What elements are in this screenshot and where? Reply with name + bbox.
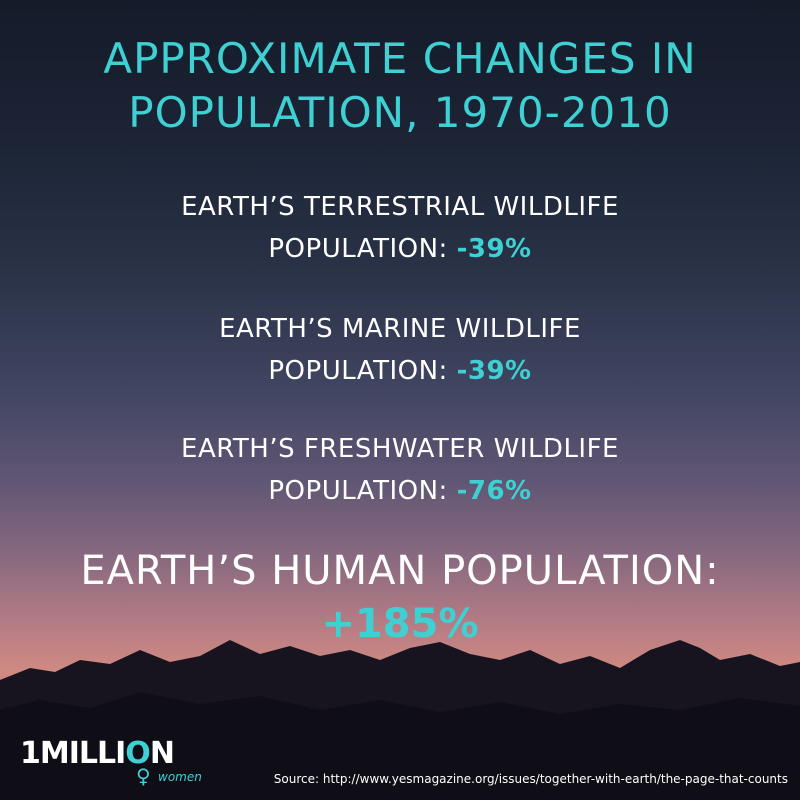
logo-wordmark: 1MILLION	[20, 736, 175, 771]
stat-value: -76%	[456, 476, 532, 506]
freshwater-stat: EARTH’S FRESHWATER WILDLIFE POPULATION: …	[0, 428, 800, 512]
human-population-label: EARTH’S HUMAN POPULATION:	[80, 548, 720, 594]
title-line-1: APPROXIMATE CHANGES IN	[103, 34, 697, 83]
stat-label-line2: POPULATION:	[268, 476, 448, 506]
marine-stat: EARTH’S MARINE WILDLIFE POPULATION: -39%	[0, 308, 800, 392]
title-line-2: POPULATION, 1970-2010	[128, 88, 672, 137]
terrestrial-stat: EARTH’S TERRESTRIAL WILDLIFE POPULATION:…	[0, 186, 800, 270]
stat-label-line1: EARTH’S MARINE WILDLIFE	[219, 314, 581, 344]
stat-value: -39%	[456, 234, 532, 264]
logo-subtitle: women	[158, 770, 202, 784]
stat-value: -39%	[456, 356, 532, 386]
source-citation: Source: http://www.yesmagazine.org/issue…	[273, 772, 788, 786]
stat-label-line1: EARTH’S FRESHWATER WILDLIFE	[181, 434, 619, 464]
1million-women-logo: 1MILLION ♀ women	[20, 736, 202, 787]
page-title: APPROXIMATE CHANGES IN POPULATION, 1970-…	[0, 32, 800, 140]
stat-label-line2: POPULATION:	[268, 234, 448, 264]
human-population-value: +185%	[321, 601, 479, 647]
mountain-silhouette	[0, 640, 800, 800]
stat-label-line1: EARTH’S TERRESTRIAL WILDLIFE	[181, 192, 619, 222]
stat-label-line2: POPULATION:	[268, 356, 448, 386]
female-symbol-icon: ♀	[136, 764, 151, 788]
